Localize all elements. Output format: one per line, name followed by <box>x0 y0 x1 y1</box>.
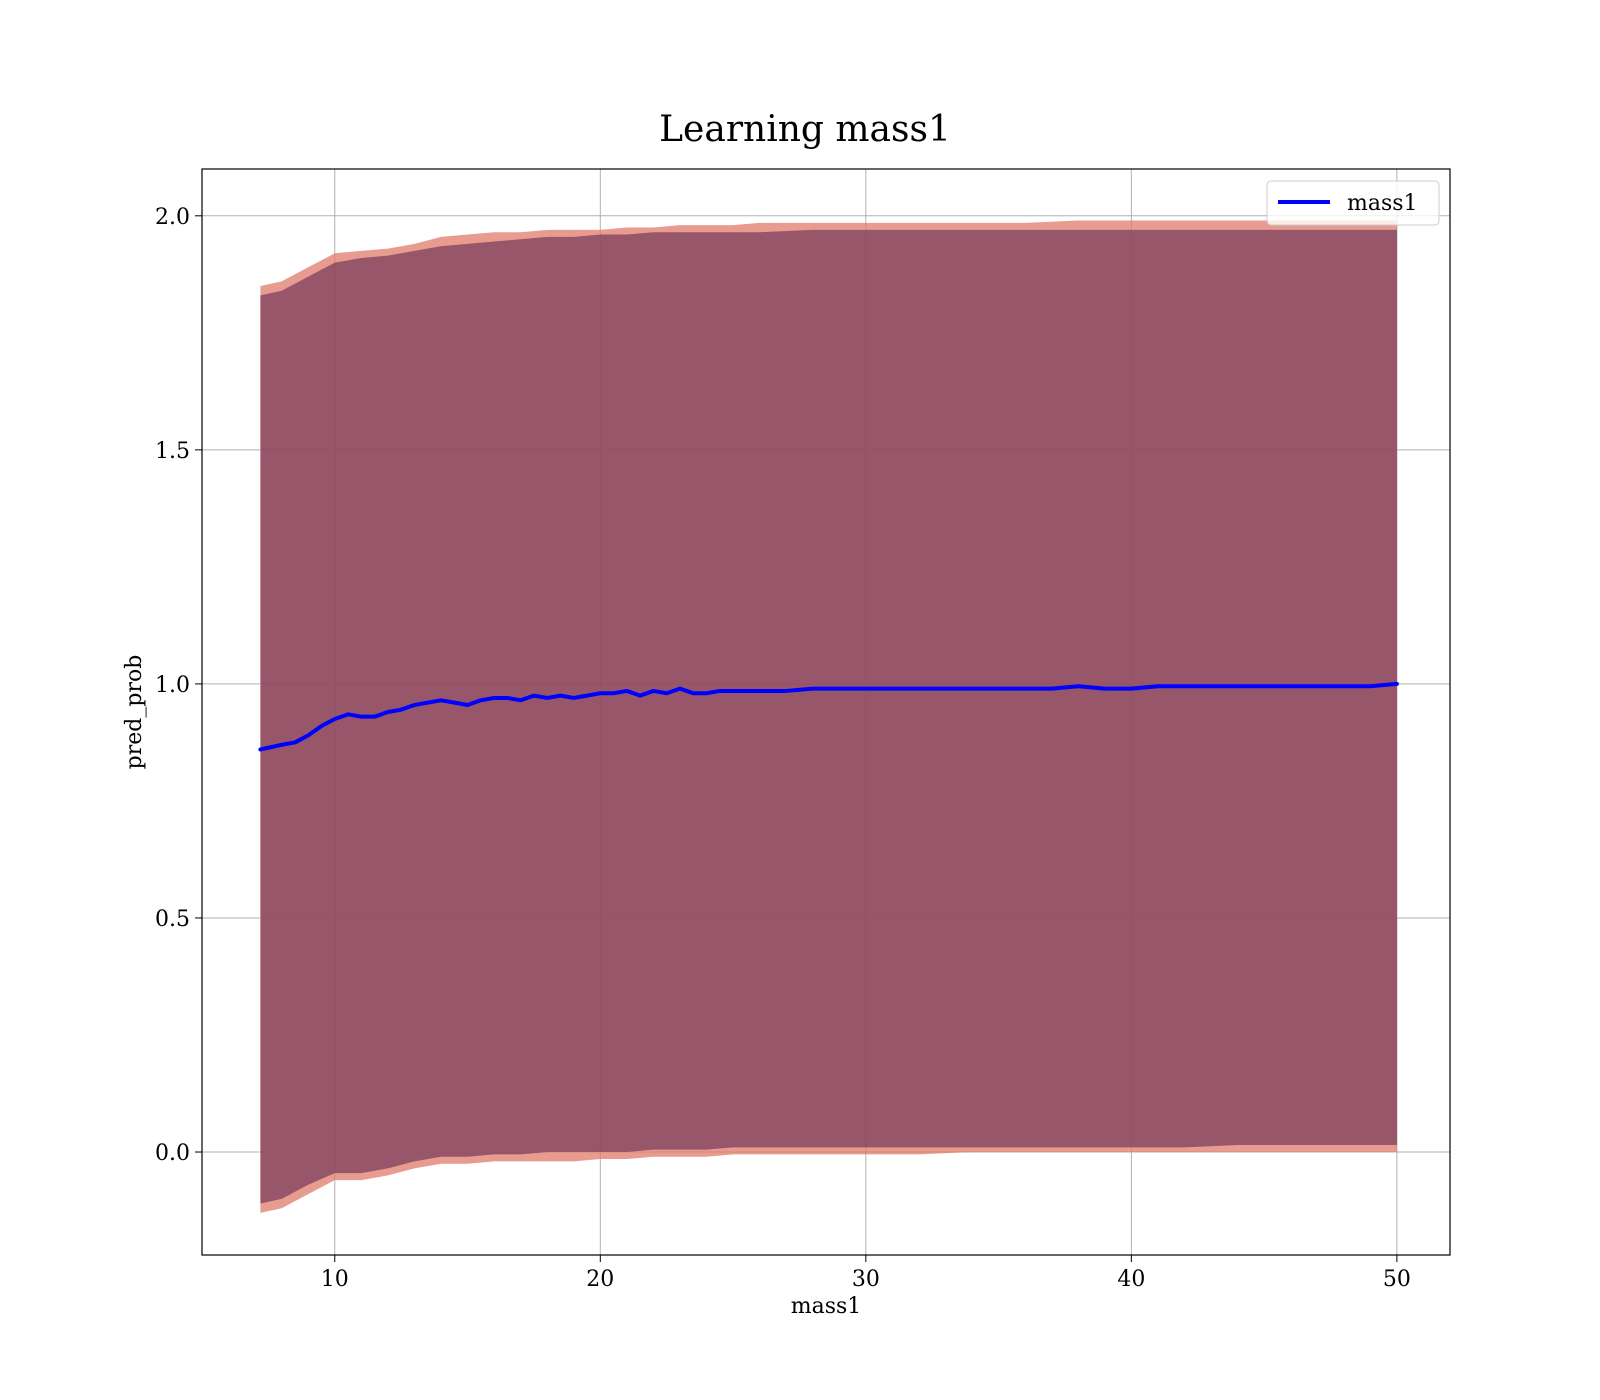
legend-box <box>1266 180 1440 226</box>
y-axis-ticks: 0.0 0.5 1.0 1.5 2.0 <box>155 205 202 1166</box>
y-tick-label: 2.0 <box>155 205 190 230</box>
x-axis-label: mass1 <box>791 1294 862 1319</box>
legend-label: mass1 <box>1347 191 1418 216</box>
plot-frame <box>201 168 1451 1256</box>
confidence-band-2 <box>260 229 1397 1204</box>
x-tick-label: 50 <box>1383 1267 1411 1292</box>
chart-title: Learning mass1 <box>659 109 951 150</box>
y-tick-label: 0.0 <box>155 1141 190 1166</box>
y-tick-label: 1.0 <box>155 673 190 698</box>
x-tick-label: 30 <box>852 1267 880 1292</box>
series-line-mass1 <box>258 681 1399 752</box>
x-tick-label: 10 <box>321 1267 349 1292</box>
x-tick-label: 20 <box>586 1267 614 1292</box>
y-axis-label: pred_prob <box>122 655 147 770</box>
legend: mass1 <box>1266 180 1440 226</box>
y-tick-label: 1.5 <box>155 439 190 464</box>
x-axis-ticks: 10 20 30 40 50 <box>321 1255 1411 1292</box>
y-tick-label: 0.5 <box>155 907 190 932</box>
x-tick-label: 40 <box>1117 1267 1145 1292</box>
series-lines <box>258 681 1399 752</box>
confidence-bands <box>260 220 1397 1213</box>
